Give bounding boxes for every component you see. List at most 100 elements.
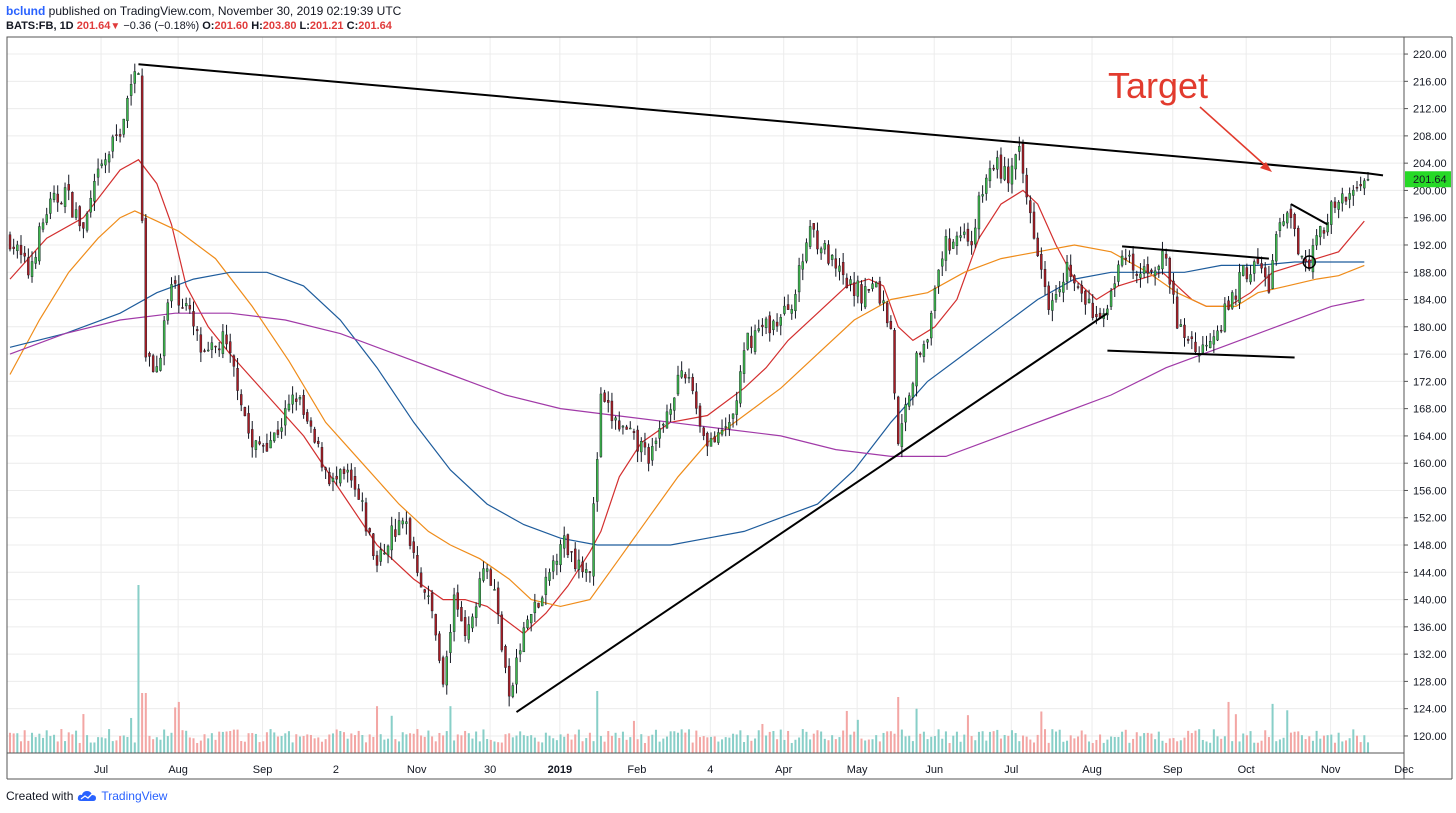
candle-body [82, 222, 85, 229]
y-tick-label: 172.00 [1413, 376, 1447, 388]
volume-bar [174, 707, 177, 753]
candle-body [1040, 254, 1043, 270]
volume-bar [842, 730, 845, 753]
volume-bar [541, 742, 544, 753]
volume-bar [324, 739, 327, 753]
candle-body [896, 396, 900, 444]
volume-bar [1264, 730, 1267, 753]
candle-body [643, 442, 647, 448]
candle-body [1230, 292, 1234, 309]
volume-bar [875, 735, 878, 753]
volume-bar [948, 742, 951, 753]
volume-bar [368, 734, 371, 753]
volume-bar [460, 735, 463, 753]
volume-bar [1341, 741, 1344, 753]
candle-body [1003, 166, 1006, 180]
candle-body [427, 595, 430, 597]
volume-bar [1146, 732, 1149, 753]
candle-body [706, 432, 709, 447]
volume-bar [409, 733, 412, 753]
volume-bar [247, 733, 250, 753]
candle-body [709, 438, 713, 447]
candle-body [1212, 336, 1216, 345]
volume-bar [1322, 735, 1325, 753]
volume-bar [974, 740, 977, 753]
candle-body [1069, 264, 1072, 277]
volume-bar [177, 701, 180, 753]
volume-bar [335, 729, 338, 753]
y-tick-label: 220.00 [1413, 49, 1447, 61]
volume-bar [86, 735, 89, 753]
price-axis[interactable]: 220.00 216.00 212.00 208.00 204.00 200.00 196.… [1404, 49, 1451, 743]
candle-body [955, 235, 959, 246]
volume-bar [511, 737, 514, 753]
volume-bar [1088, 741, 1091, 753]
candle-body [1047, 285, 1050, 310]
candle-body [1175, 296, 1179, 329]
volume-bar [1220, 738, 1223, 753]
volume-bar [1095, 739, 1098, 753]
candle-body [482, 568, 485, 581]
volume-bar [1256, 742, 1259, 753]
tradingview-brand-link[interactable]: TradingView [101, 789, 168, 803]
volume-bar [717, 741, 720, 753]
volume-bar [431, 736, 434, 753]
volume-bar [519, 731, 522, 753]
volume-bar [684, 732, 687, 753]
volume-bar [218, 731, 221, 753]
candle-body [339, 469, 342, 484]
volume-bar [67, 732, 70, 753]
volume-bar [1091, 742, 1094, 753]
x-tick-label: Nov [407, 764, 427, 776]
volume-bar [629, 737, 632, 753]
candle-body [632, 431, 636, 433]
volume-bar [1366, 742, 1370, 753]
volume-bar [75, 730, 78, 753]
ma-purple-line [9, 298, 1365, 457]
candle-body [1058, 289, 1061, 293]
volume-bar [16, 733, 19, 753]
volume-bar [188, 737, 191, 753]
candle-body [229, 341, 232, 354]
candle-body [933, 288, 937, 311]
volume-bar [144, 693, 147, 753]
volume-bar [207, 738, 210, 753]
volume-bar [1194, 730, 1197, 753]
volume-bar [309, 734, 312, 753]
candle-body [100, 163, 103, 166]
volume-bar [199, 740, 202, 753]
candle-body [361, 500, 364, 502]
volume-bar [941, 738, 944, 753]
volume-bar [475, 731, 478, 753]
candle-body [115, 134, 118, 136]
time-axis[interactable]: Jul Aug Sep 2 Nov 30 2019 Feb 4 Apr May Jun Jul Aug Se… [94, 764, 1414, 776]
volume-bar [750, 740, 753, 753]
volume-bar [45, 730, 48, 753]
candle-body [1161, 250, 1164, 270]
volume-bar [1176, 741, 1179, 753]
volume-bar [130, 717, 133, 753]
candle-body [750, 335, 753, 348]
volume-bar [1055, 731, 1058, 753]
volume-bar [243, 741, 246, 753]
candle-body [930, 313, 933, 339]
author-name[interactable]: bclund [6, 4, 46, 18]
volume-bar [508, 733, 511, 753]
volume-bar [1051, 729, 1054, 753]
candle-body [618, 420, 621, 430]
candle-body [640, 441, 643, 453]
volume-bar [49, 735, 52, 753]
volume-bar [287, 731, 290, 753]
y-tick-label: 184.00 [1413, 295, 1447, 307]
candle-body [500, 614, 504, 651]
candle-body [731, 413, 735, 419]
low-label: L: [299, 20, 310, 32]
candle-body [1352, 189, 1355, 196]
candle-body [963, 231, 966, 235]
candle-body [592, 503, 595, 577]
candle-body [654, 440, 658, 444]
volume-bar [133, 742, 136, 753]
candle-body [1021, 143, 1025, 174]
volume-bar [654, 729, 657, 753]
